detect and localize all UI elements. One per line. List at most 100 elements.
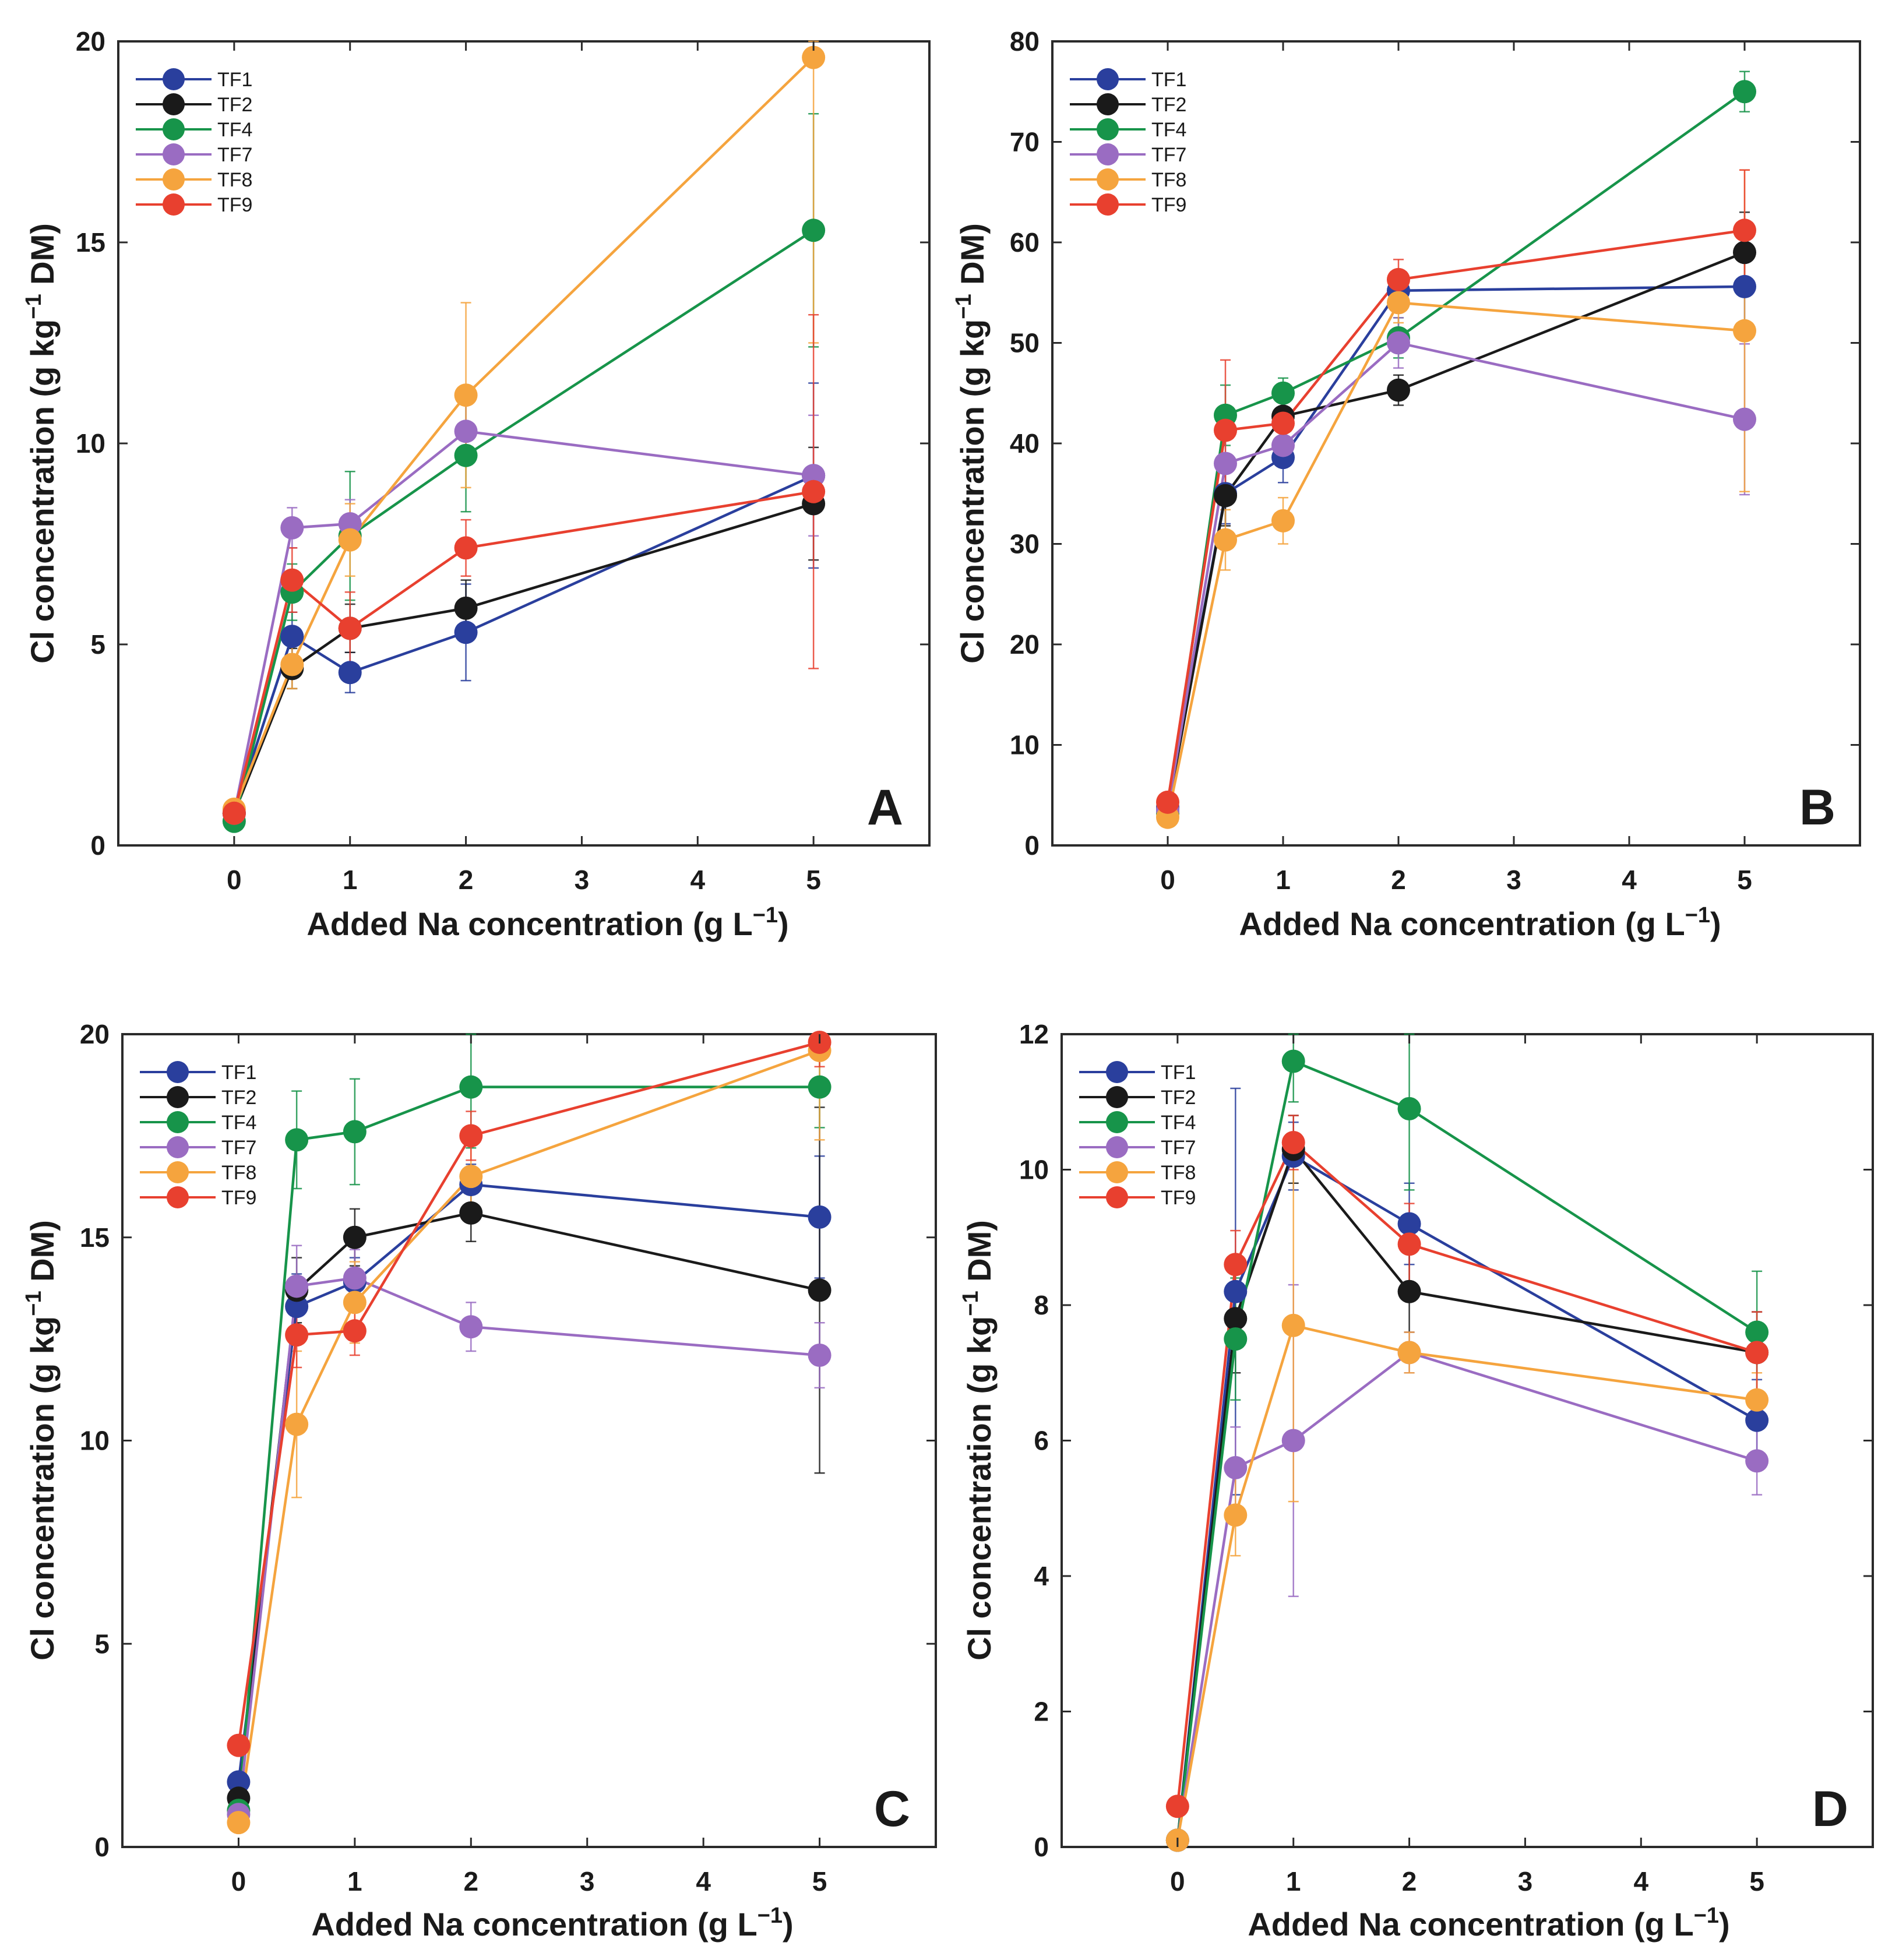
legend-label-tf7: TF7 <box>1151 144 1186 166</box>
series-line-tf1 <box>1176 1154 1758 1841</box>
legend-marker-tf2 <box>163 93 185 115</box>
y-tick-label: 10 <box>80 1426 110 1456</box>
legend-label-tf1: TF1 <box>1151 69 1186 91</box>
data-point-tf1 <box>454 621 478 644</box>
x-axis-d: 0 1 2 3 4 5 <box>1170 1034 1764 1896</box>
data-point-tf7 <box>808 1344 832 1367</box>
data-point-tf4 <box>1397 1097 1421 1120</box>
data-point-tf9 <box>343 1319 367 1343</box>
data-point-tf2 <box>1214 484 1237 507</box>
x-tick-label: 0 <box>231 1866 246 1896</box>
data-point-tf2 <box>459 1201 483 1225</box>
y-axis-title-a: Cl concentration (g kg−1 DM) <box>22 223 61 664</box>
data-point-tf8 <box>459 1165 483 1189</box>
data-point-tf7 <box>802 464 826 488</box>
data-point-tf9 <box>1281 1131 1305 1154</box>
data-point-tf8 <box>1745 1388 1769 1412</box>
x-tick-label: 5 <box>1749 1866 1764 1896</box>
y-tick-label: 12 <box>1019 1019 1049 1049</box>
data-point-tf7 <box>1733 407 1756 431</box>
y-axis-d: 0 2 4 6 8 10 12 <box>1019 1019 1873 1862</box>
legend-label-tf7: TF7 <box>217 144 252 166</box>
legend-label-tf9: TF9 <box>221 1187 256 1209</box>
data-point-tf7 <box>280 516 304 540</box>
x-axis-title-d: Added Na concentration (g L−1) <box>1248 1903 1729 1943</box>
panel-letter-c: C <box>874 1781 910 1837</box>
x-tick-label: 2 <box>1391 865 1406 895</box>
data-point-tf4 <box>454 443 478 467</box>
legend-label-tf8: TF8 <box>221 1162 256 1184</box>
data-points-c <box>227 1030 832 1835</box>
y-tick-label: 80 <box>1010 26 1040 57</box>
x-tick-label: 2 <box>463 1866 478 1896</box>
x-tick-label: 1 <box>343 865 358 895</box>
error-bars-c <box>233 1033 825 1828</box>
x-tick-label: 5 <box>812 1866 827 1896</box>
series-line-tf2 <box>232 502 814 814</box>
data-point-tf9 <box>280 568 304 592</box>
series-lines-b <box>1166 90 1746 818</box>
legend-b: TF1 TF2 TF4 TF7 TF8 TF9 <box>1070 68 1186 216</box>
series-line-tf4 <box>1176 1059 1758 1841</box>
error-bars-d <box>1172 1033 1763 1845</box>
x-axis-title-c: Added Na concentration (g L−1) <box>311 1903 793 1943</box>
legend-marker-tf8 <box>167 1161 189 1183</box>
data-point-tf9 <box>1397 1232 1421 1256</box>
series-line-tf1 <box>237 1183 820 1782</box>
legend-marker-tf9 <box>163 193 185 216</box>
legend-marker-tf2 <box>1106 1086 1128 1108</box>
data-point-tf7 <box>454 420 478 443</box>
panel-a: 0 5 10 15 20 0 1 2 3 4 5 TF1 TF2 TF4 TF7 TF8 TF9 A Add… <box>22 26 931 942</box>
legend-label-tf1: TF1 <box>221 1062 256 1084</box>
series-lines-d <box>1176 1059 1758 1841</box>
data-point-tf8 <box>454 383 478 407</box>
legend-label-tf2: TF2 <box>217 94 252 116</box>
x-axis-c: 0 1 2 3 4 5 <box>231 1034 827 1896</box>
y-axis-c: 0 5 10 15 20 <box>80 1019 936 1862</box>
x-tick-label: 4 <box>690 865 705 895</box>
data-point-tf7 <box>1281 1429 1305 1453</box>
data-point-tf7 <box>338 512 362 535</box>
y-tick-label: 0 <box>90 830 105 861</box>
legend-label-tf7: TF7 <box>1161 1137 1196 1159</box>
y-tick-label: 4 <box>1034 1561 1049 1591</box>
panel-letter-b: B <box>1799 780 1835 836</box>
series-line-tf7 <box>237 1277 820 1815</box>
series-line-tf9 <box>1166 229 1745 803</box>
data-point-tf8 <box>280 653 304 676</box>
y-tick-label: 0 <box>1034 1832 1049 1862</box>
data-point-tf2 <box>1224 1307 1248 1331</box>
series-line-tf8 <box>1176 1324 1757 1841</box>
data-point-tf8 <box>343 1291 367 1314</box>
y-tick-label: 0 <box>1024 830 1040 861</box>
y-axis-title-d: Cl concentration (g kg−1 DM) <box>959 1220 998 1661</box>
data-point-tf9 <box>1214 418 1237 442</box>
legend-label-tf4: TF4 <box>1161 1112 1196 1134</box>
legend-label-tf9: TF9 <box>217 194 252 216</box>
legend-marker-tf2 <box>167 1086 189 1108</box>
series-line-tf7 <box>1166 341 1745 810</box>
series-line-tf1 <box>1166 285 1745 808</box>
x-tick-label: 2 <box>1402 1866 1417 1896</box>
legend-marker-tf1 <box>1106 1061 1128 1083</box>
data-point-tf9 <box>338 616 362 640</box>
data-point-tf9 <box>459 1124 483 1148</box>
data-point-tf9 <box>1156 790 1179 814</box>
legend-marker-tf2 <box>1097 93 1119 115</box>
legend-marker-tf4 <box>1106 1111 1128 1133</box>
data-point-tf1 <box>1397 1212 1421 1236</box>
data-point-tf7 <box>343 1266 367 1290</box>
legend-label-tf8: TF8 <box>1161 1162 1196 1184</box>
legend-marker-tf9 <box>1106 1186 1128 1208</box>
series-line-tf8 <box>1166 301 1745 818</box>
data-point-tf9 <box>1745 1341 1769 1365</box>
x-tick-label: 3 <box>1506 865 1521 895</box>
data-points-b <box>1156 80 1756 829</box>
y-tick-label: 0 <box>94 1832 110 1862</box>
x-tick-label: 1 <box>1276 865 1291 895</box>
x-tick-label: 3 <box>580 1866 595 1896</box>
data-point-tf8 <box>285 1412 309 1436</box>
y-tick-label: 20 <box>76 26 105 57</box>
series-line-tf9 <box>237 1041 820 1746</box>
series-line-tf2 <box>237 1211 820 1799</box>
